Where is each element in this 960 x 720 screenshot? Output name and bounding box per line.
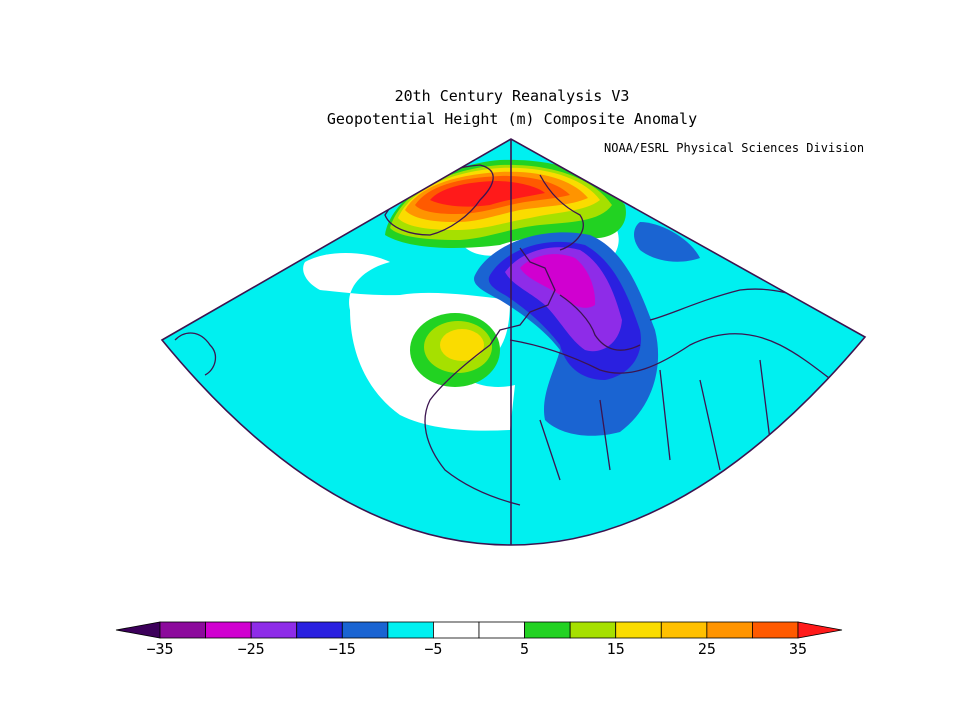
colorbar-tick-label: −25 <box>237 640 265 658</box>
scandinavia-coast <box>539 174 584 251</box>
colorbar-low-arrow <box>115 621 161 639</box>
chart-subtitle: Geopotential Height (m) Composite Anomal… <box>326 110 698 128</box>
field-neg-25 <box>520 254 596 308</box>
east-americas-coast <box>174 332 217 376</box>
country-borders <box>539 359 771 481</box>
colorbar-bin <box>660 621 708 639</box>
colorbar-tick-label: 5 <box>520 640 530 658</box>
colorbar-tick-label: −15 <box>328 640 356 658</box>
field-neg-east-10 <box>634 222 700 262</box>
colorbar-bin <box>205 621 252 639</box>
west-africa-coast <box>424 344 521 506</box>
colorbar-bin <box>159 621 206 639</box>
north-africa-coast <box>509 333 861 401</box>
colorbar-bin <box>569 621 617 639</box>
colorbar-bin <box>615 621 662 639</box>
west-europe-coast <box>489 247 556 346</box>
italy-coast <box>559 294 641 351</box>
colorbar-bin <box>478 621 525 639</box>
colorbar-tick-label: −5 <box>424 640 443 658</box>
colorbar-high-arrow <box>797 621 843 639</box>
colorbar-bin <box>341 621 389 639</box>
colorbar-bin <box>250 621 298 639</box>
colorbar-bin <box>524 621 571 639</box>
colorbar-tick-label: −35 <box>146 640 174 658</box>
colorbar-bin <box>706 621 753 639</box>
colorbar-tick-label: 25 <box>697 640 716 658</box>
chart-title: 20th Century Reanalysis V3 <box>394 87 630 105</box>
colorbar-bin <box>752 621 799 639</box>
colorbar-tick-label: 35 <box>788 640 808 658</box>
colorbar-bin <box>296 621 343 639</box>
colorbar-bin <box>387 621 434 639</box>
colorbar-bin <box>433 621 480 639</box>
field-pos-35 <box>430 181 545 207</box>
field-pos-morocco-15 <box>440 329 484 361</box>
credit-text: NOAA/ESRL Physical Sciences Division <box>604 141 865 155</box>
colorbar-tick-label: 15 <box>606 640 625 658</box>
